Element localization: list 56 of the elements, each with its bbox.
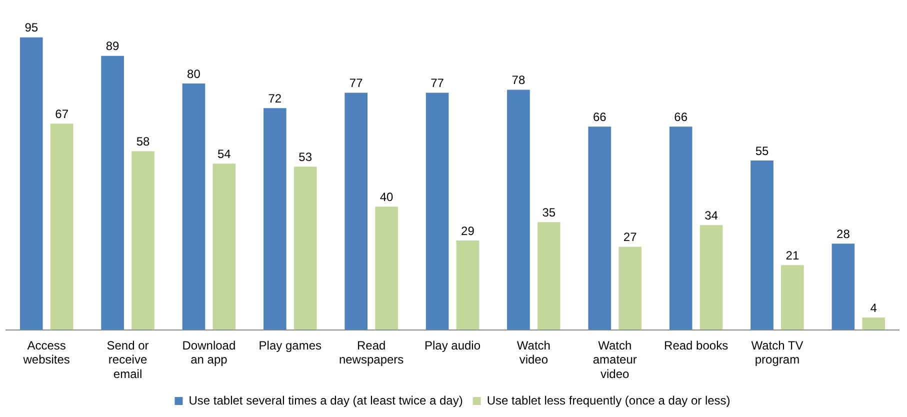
data-label: 27 bbox=[623, 230, 638, 244]
bar bbox=[750, 160, 774, 330]
bar bbox=[182, 84, 206, 330]
bar bbox=[507, 90, 530, 330]
bar bbox=[618, 246, 642, 330]
data-label: 89 bbox=[106, 39, 120, 54]
data-label: 55 bbox=[755, 144, 769, 158]
bar bbox=[862, 317, 886, 330]
data-label: 29 bbox=[461, 224, 475, 238]
data-label: 66 bbox=[592, 110, 607, 124]
legend-label: Use tablet several times a day (at least twice a day) bbox=[188, 393, 463, 408]
x-tick-label: Play audio bbox=[424, 338, 481, 352]
bar bbox=[700, 225, 723, 330]
x-tick-label: Download an app bbox=[182, 338, 236, 367]
data-label: 28 bbox=[836, 226, 850, 241]
bar bbox=[588, 126, 612, 330]
bar bbox=[456, 240, 480, 330]
x-tick-label: Read newspapers bbox=[338, 338, 404, 367]
bar bbox=[537, 222, 560, 330]
data-label: 67 bbox=[55, 106, 69, 121]
data-label: 35 bbox=[542, 205, 556, 220]
x-tick-label: Access websites bbox=[22, 338, 70, 367]
x-tick-label: Read books bbox=[664, 338, 728, 352]
x-tick-label: Watch TV program bbox=[751, 338, 804, 367]
x-tick-label: Play games bbox=[258, 338, 322, 352]
data-label: 72 bbox=[268, 91, 282, 106]
legend-label: Use tablet less frequently (once a day or less) bbox=[486, 393, 730, 408]
data-label: 40 bbox=[380, 190, 394, 204]
data-label: 66 bbox=[674, 110, 688, 124]
data-label: 34 bbox=[704, 208, 718, 222]
bar bbox=[344, 92, 368, 330]
data-label: 58 bbox=[136, 134, 150, 149]
bar bbox=[426, 92, 449, 330]
bar bbox=[20, 37, 43, 330]
data-label: 77 bbox=[430, 76, 444, 90]
bar bbox=[832, 244, 855, 330]
data-label: 4 bbox=[870, 300, 878, 315]
bar bbox=[212, 164, 236, 330]
data-label: 21 bbox=[786, 248, 800, 262]
x-tick-label: Watch amateur video bbox=[592, 338, 637, 382]
bar bbox=[669, 126, 692, 330]
bar bbox=[294, 166, 317, 330]
x-tick-label: Send or receive email bbox=[106, 338, 149, 382]
x-tick-label: Watch video bbox=[516, 338, 550, 367]
data-label: 54 bbox=[217, 146, 232, 161]
data-label: 80 bbox=[187, 66, 201, 81]
bar bbox=[781, 265, 804, 330]
bar bbox=[101, 56, 124, 330]
bar bbox=[375, 206, 398, 330]
bar bbox=[50, 124, 74, 330]
bar bbox=[132, 151, 154, 330]
data-label: 53 bbox=[298, 150, 312, 164]
data-label: 78 bbox=[512, 73, 526, 88]
data-label: 95 bbox=[24, 20, 38, 35]
bar bbox=[264, 108, 286, 330]
data-label: 77 bbox=[349, 76, 364, 90]
